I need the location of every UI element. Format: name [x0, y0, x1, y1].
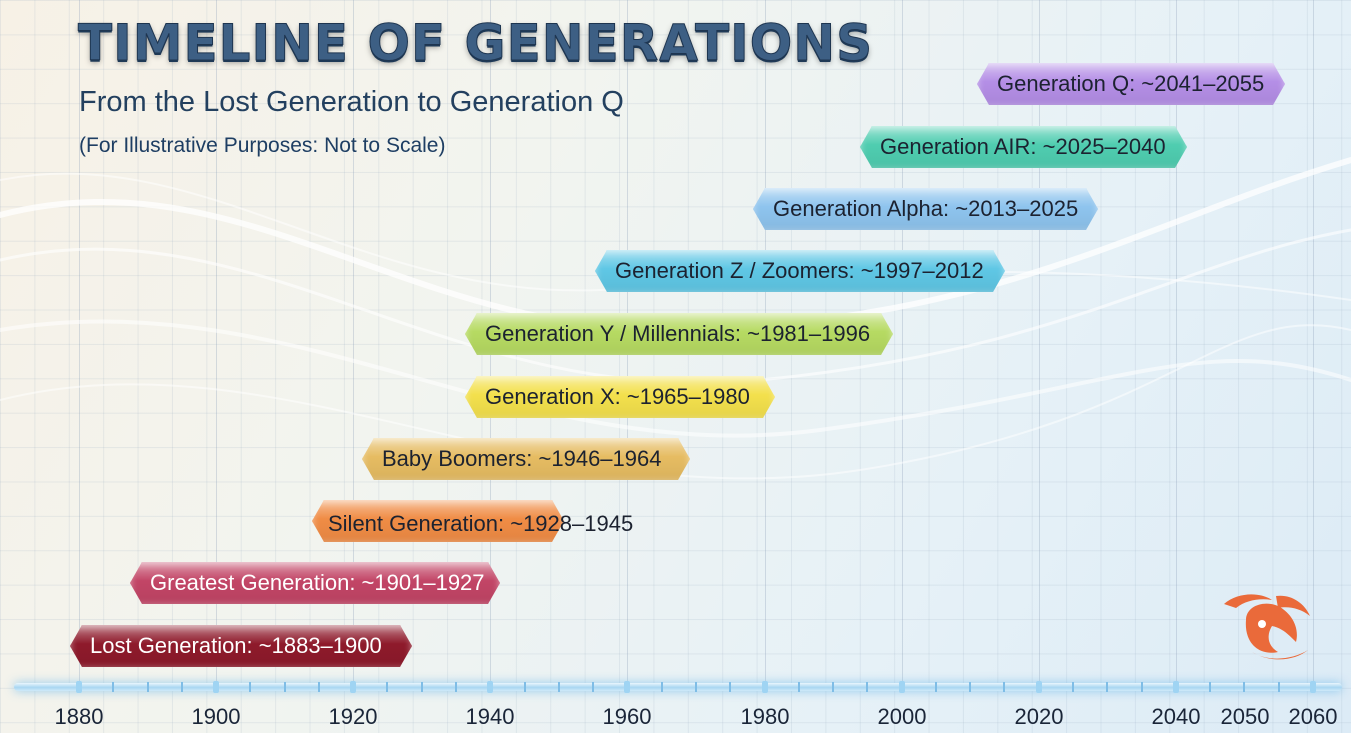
generation-label: Baby Boomers: ~1946–1964	[382, 446, 662, 471]
minor-tick	[1243, 682, 1245, 692]
generation-bar-millennials: Generation Y / Millennials: ~1981–1996	[465, 313, 893, 355]
minor-tick	[1072, 682, 1074, 692]
timeline-axis	[14, 683, 1342, 691]
axis-label-2050: 2050	[1220, 704, 1270, 729]
minor-tick	[386, 682, 388, 692]
axis-label-1960: 1960	[602, 704, 652, 729]
year-gridline	[1176, 0, 1177, 688]
generation-label: Generation AIR: ~2025–2040	[880, 134, 1166, 159]
minor-tick	[112, 682, 114, 692]
minor-tick	[832, 682, 834, 692]
minor-tick	[421, 682, 423, 692]
axis-label-2020: 2020	[1014, 704, 1064, 729]
generation-bar-baby-boomers: Baby Boomers: ~1946–1964	[362, 438, 690, 480]
major-tick	[487, 681, 493, 693]
generation-label: Generation X: ~1965–1980	[485, 384, 750, 409]
generation-label: Generation Z / Zoomers: ~1997–2012	[615, 258, 984, 283]
axis-label-1880: 1880	[54, 704, 104, 729]
minor-tick	[935, 682, 937, 692]
minor-tick	[969, 682, 971, 692]
page-subtitle: From the Lost Generation to Generation Q	[79, 86, 624, 118]
minor-tick	[1106, 682, 1108, 692]
year-gridline	[353, 0, 354, 688]
year-gridline	[1039, 0, 1040, 688]
year-gridline	[902, 0, 903, 688]
fox-logo-icon	[1224, 594, 1310, 660]
page-title: TIMELINE OF GENERATIONS	[77, 14, 874, 73]
generation-bar-gen-x: Generation X: ~1965–1980	[465, 376, 775, 418]
minor-tick	[1141, 682, 1143, 692]
minor-tick	[661, 682, 663, 692]
generation-bar-gen-alpha: Generation Alpha: ~2013–2025	[753, 188, 1098, 230]
axis-label-2040: 2040	[1151, 704, 1201, 729]
generation-label: Greatest Generation: ~1901–1927	[150, 570, 485, 595]
generation-label: Generation Alpha: ~2013–2025	[773, 196, 1079, 221]
major-tick	[1173, 681, 1179, 693]
major-tick	[213, 681, 219, 693]
major-tick	[350, 681, 356, 693]
axis-label-2060: 2060	[1288, 704, 1338, 729]
generation-label-silent: Silent Generation: ~1928–1945	[328, 511, 634, 536]
year-gridline	[79, 0, 80, 688]
minor-tick	[592, 682, 594, 692]
major-tick	[1310, 681, 1316, 693]
minor-tick	[181, 682, 183, 692]
generation-bar-silent	[312, 500, 564, 542]
year-gridline	[1313, 0, 1314, 688]
axis-label-1920: 1920	[328, 704, 378, 729]
minor-tick	[455, 682, 457, 692]
minor-tick	[147, 682, 149, 692]
scale-disclaimer: (For Illustrative Purposes: Not to Scale…	[79, 134, 446, 157]
minor-tick	[798, 682, 800, 692]
minor-tick	[1278, 682, 1280, 692]
generation-label: Lost Generation: ~1883–1900	[90, 633, 382, 658]
minor-tick	[1003, 682, 1005, 692]
minor-tick	[318, 682, 320, 692]
minor-tick	[866, 682, 868, 692]
generation-label: Generation Q: ~2041–2055	[997, 71, 1265, 96]
minor-tick	[558, 682, 560, 692]
axis-label-2000: 2000	[877, 704, 927, 729]
minor-tick	[249, 682, 251, 692]
axis-label-1940: 1940	[465, 704, 515, 729]
generation-bar-gen-z: Generation Z / Zoomers: ~1997–2012	[595, 250, 1005, 292]
generation-bar-gen-q: Generation Q: ~2041–2055	[977, 63, 1285, 105]
generation-bar-lost: Lost Generation: ~1883–1900	[70, 625, 412, 667]
major-tick	[762, 681, 768, 693]
minor-tick	[1209, 682, 1211, 692]
axis-label-1980: 1980	[740, 704, 790, 729]
minor-tick	[729, 682, 731, 692]
minor-tick	[524, 682, 526, 692]
year-gridline	[216, 0, 217, 688]
minor-tick	[284, 682, 286, 692]
minor-tick	[695, 682, 697, 692]
generation-label: Generation Y / Millennials: ~1981–1996	[485, 321, 871, 346]
major-tick	[1036, 681, 1042, 693]
generation-bar-gen-air: Generation AIR: ~2025–2040	[860, 126, 1187, 168]
generation-bar-greatest: Greatest Generation: ~1901–1927	[130, 562, 500, 604]
axis-label-1900: 1900	[191, 704, 241, 729]
major-tick	[624, 681, 630, 693]
major-tick	[76, 681, 82, 693]
major-tick	[899, 681, 905, 693]
